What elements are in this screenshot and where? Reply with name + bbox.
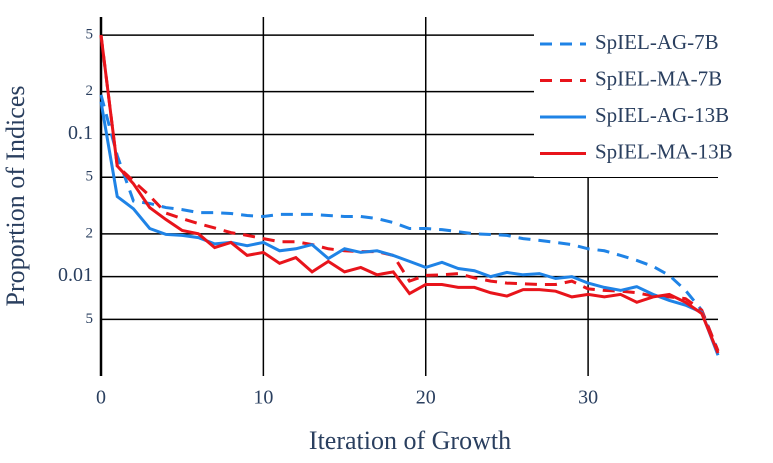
x-tick-label: 10 xyxy=(253,387,273,409)
y-tick-label: 2 xyxy=(86,83,94,99)
series-line xyxy=(99,34,720,354)
y-tick-label: 0.01 xyxy=(58,264,93,286)
legend-label: SpIEL-AG-7B xyxy=(595,30,719,54)
series-line xyxy=(99,34,720,352)
y-tick-label: 2 xyxy=(86,225,94,241)
x-tick-label: 30 xyxy=(578,387,598,409)
legend-box xyxy=(534,15,773,177)
y-tick-label: 5 xyxy=(86,169,94,185)
y-axis-title: Proportion of Indices xyxy=(1,86,30,307)
y-tick-label: 0.1 xyxy=(68,122,93,144)
x-axis-title: Iteration of Growth xyxy=(309,426,511,455)
legend-label: SpIEL-AG-13B xyxy=(595,103,729,127)
y-tick-label: 5 xyxy=(86,311,94,327)
x-tick-label: 0 xyxy=(96,387,106,409)
y-tick-label: 5 xyxy=(86,27,94,43)
series-line xyxy=(99,94,720,352)
legend-label: SpIEL-MA-7B xyxy=(595,66,722,90)
x-tick-label: 20 xyxy=(416,387,436,409)
legend-label: SpIEL-MA-13B xyxy=(595,139,733,163)
